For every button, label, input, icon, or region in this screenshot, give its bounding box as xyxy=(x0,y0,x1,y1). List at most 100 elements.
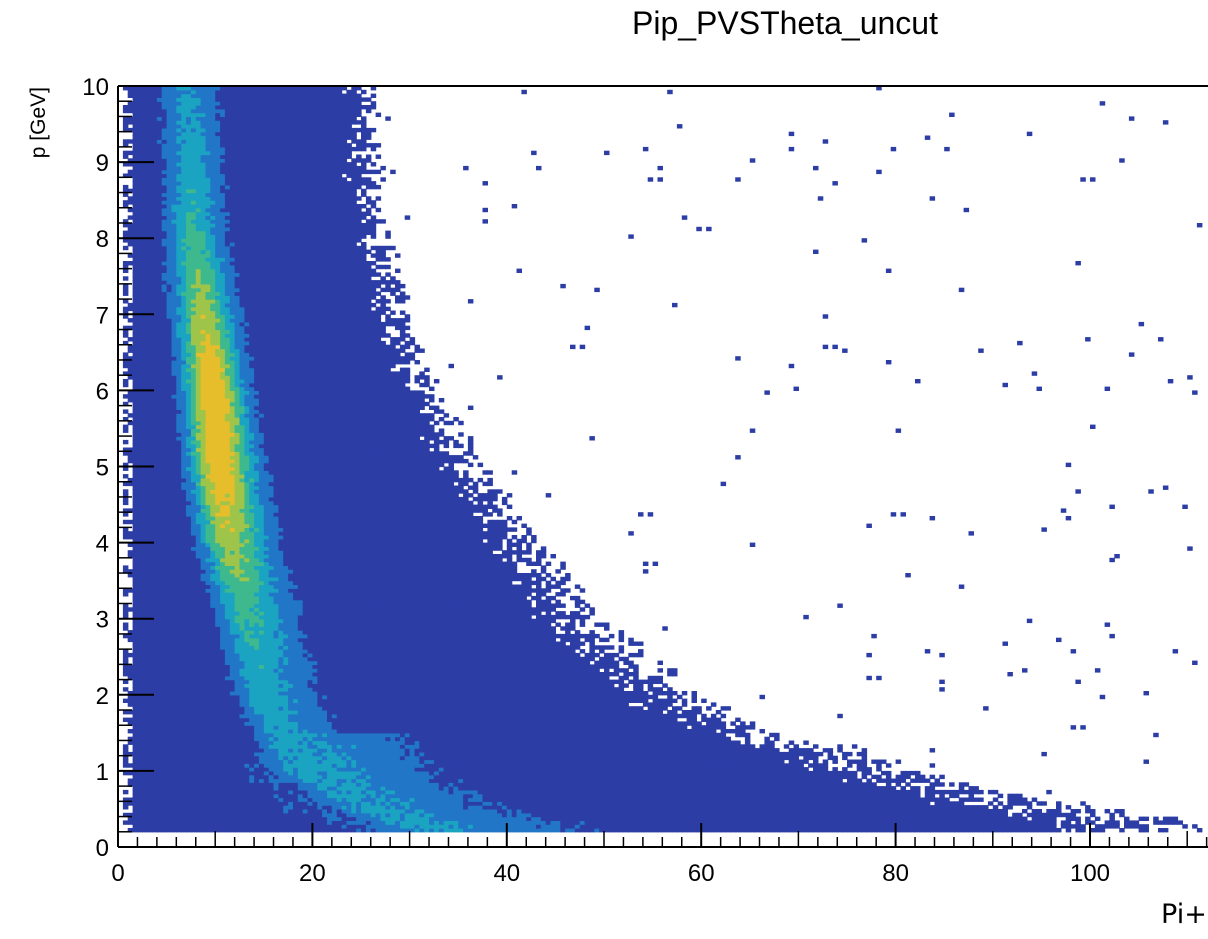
heatmap-cell xyxy=(788,816,795,821)
heatmap-cell xyxy=(293,782,299,787)
heatmap-cell xyxy=(181,748,187,753)
heatmap-cell xyxy=(613,732,620,738)
heatmap-cell xyxy=(395,759,401,764)
heatmap-cell xyxy=(570,778,576,783)
heatmap-cell xyxy=(293,778,299,783)
heatmap-cell xyxy=(273,774,279,780)
heatmap-cell xyxy=(638,767,644,772)
heatmap-cell xyxy=(589,732,595,738)
heatmap-cell xyxy=(905,816,911,821)
heatmap-cell xyxy=(448,816,454,821)
heatmap-cell xyxy=(866,797,872,802)
heatmap-cell xyxy=(399,812,406,818)
heatmap-cell xyxy=(419,789,425,795)
heatmap-cell xyxy=(759,820,765,825)
heatmap-cell xyxy=(302,828,309,833)
heatmap-cell xyxy=(594,809,600,814)
heatmap-cell xyxy=(958,809,965,814)
heatmap-cell xyxy=(336,732,343,738)
heatmap-cell xyxy=(1041,816,1047,821)
heatmap-cell xyxy=(380,789,386,795)
heatmap-cell xyxy=(764,751,770,757)
heatmap-cell xyxy=(161,809,168,814)
heatmap-cell xyxy=(467,782,474,787)
heatmap-cell xyxy=(288,717,294,722)
heatmap-cell xyxy=(735,809,741,814)
heatmap-cell xyxy=(370,778,377,783)
heatmap-cell xyxy=(1065,812,1072,818)
heatmap-cell xyxy=(555,797,561,802)
heatmap-cell xyxy=(550,789,556,795)
heatmap-cell xyxy=(229,751,236,757)
heatmap-cell xyxy=(317,801,323,806)
heatmap-cell xyxy=(137,793,143,799)
heatmap-cell xyxy=(628,744,634,749)
heatmap-cell xyxy=(963,820,970,825)
heatmap-cell xyxy=(424,748,430,753)
heatmap-cell xyxy=(701,744,707,749)
heatmap-cell xyxy=(380,755,386,761)
heatmap-cell xyxy=(890,797,897,802)
heatmap-cell xyxy=(710,729,717,734)
heatmap-cell xyxy=(545,812,552,818)
heatmap-cell xyxy=(190,809,197,814)
heatmap-cell xyxy=(599,770,605,776)
heatmap-cell xyxy=(356,717,362,722)
heatmap-cell xyxy=(638,824,644,829)
heatmap-cell xyxy=(472,740,479,745)
heatmap-cell xyxy=(647,732,654,738)
heatmap-cell xyxy=(774,820,780,825)
heatmap-cell xyxy=(890,820,897,825)
heatmap-cell xyxy=(764,812,770,818)
heatmap-cell xyxy=(190,748,197,753)
heatmap-cell xyxy=(579,786,586,791)
heatmap-cell xyxy=(599,786,605,791)
heatmap-cell xyxy=(1162,820,1169,825)
heatmap-cell xyxy=(803,805,809,810)
heatmap-cell xyxy=(638,736,644,742)
heatmap-cell xyxy=(730,755,736,761)
heatmap-cell xyxy=(268,824,275,829)
heatmap-cell xyxy=(239,801,245,806)
heatmap-cell xyxy=(147,763,153,768)
heatmap-cell xyxy=(506,774,513,780)
heatmap-cell xyxy=(715,820,722,825)
heatmap-cell xyxy=(550,770,556,776)
heatmap-cell xyxy=(618,809,625,814)
heatmap-cell xyxy=(536,774,542,780)
heatmap-cell xyxy=(949,809,955,814)
heatmap-cell xyxy=(404,820,411,825)
heatmap-cell xyxy=(448,767,454,772)
heatmap-cell xyxy=(307,759,313,764)
heatmap-cell xyxy=(944,789,950,795)
heatmap-cell xyxy=(190,744,197,749)
heatmap-cell xyxy=(1017,793,1023,799)
heatmap-cell xyxy=(720,729,727,734)
heatmap-cell xyxy=(521,748,527,753)
heatmap-cell xyxy=(229,770,236,776)
heatmap-cell xyxy=(968,812,974,818)
heatmap-cell xyxy=(1022,816,1028,821)
heatmap-cell xyxy=(224,751,231,757)
heatmap-cell xyxy=(433,782,440,787)
heatmap-cell xyxy=(288,767,294,772)
heatmap-cell xyxy=(288,740,294,745)
heatmap-cell xyxy=(657,797,663,802)
heatmap-cell xyxy=(365,786,372,791)
heatmap-cell xyxy=(453,778,459,783)
heatmap-cell xyxy=(662,736,668,742)
heatmap-cell xyxy=(414,793,420,799)
heatmap-cell xyxy=(579,812,586,818)
heatmap-cell xyxy=(205,759,211,764)
heatmap-cell xyxy=(200,751,207,757)
heatmap-cell xyxy=(220,759,226,764)
heatmap-cell xyxy=(735,828,741,833)
heatmap-cell xyxy=(249,801,255,806)
heatmap-cell xyxy=(774,774,780,780)
heatmap-cell xyxy=(511,816,518,821)
heatmap-cell xyxy=(793,824,799,829)
heatmap-cell xyxy=(725,767,731,772)
heatmap-cell xyxy=(764,801,770,806)
heatmap-cell xyxy=(910,770,916,776)
heatmap-cell xyxy=(404,751,411,757)
